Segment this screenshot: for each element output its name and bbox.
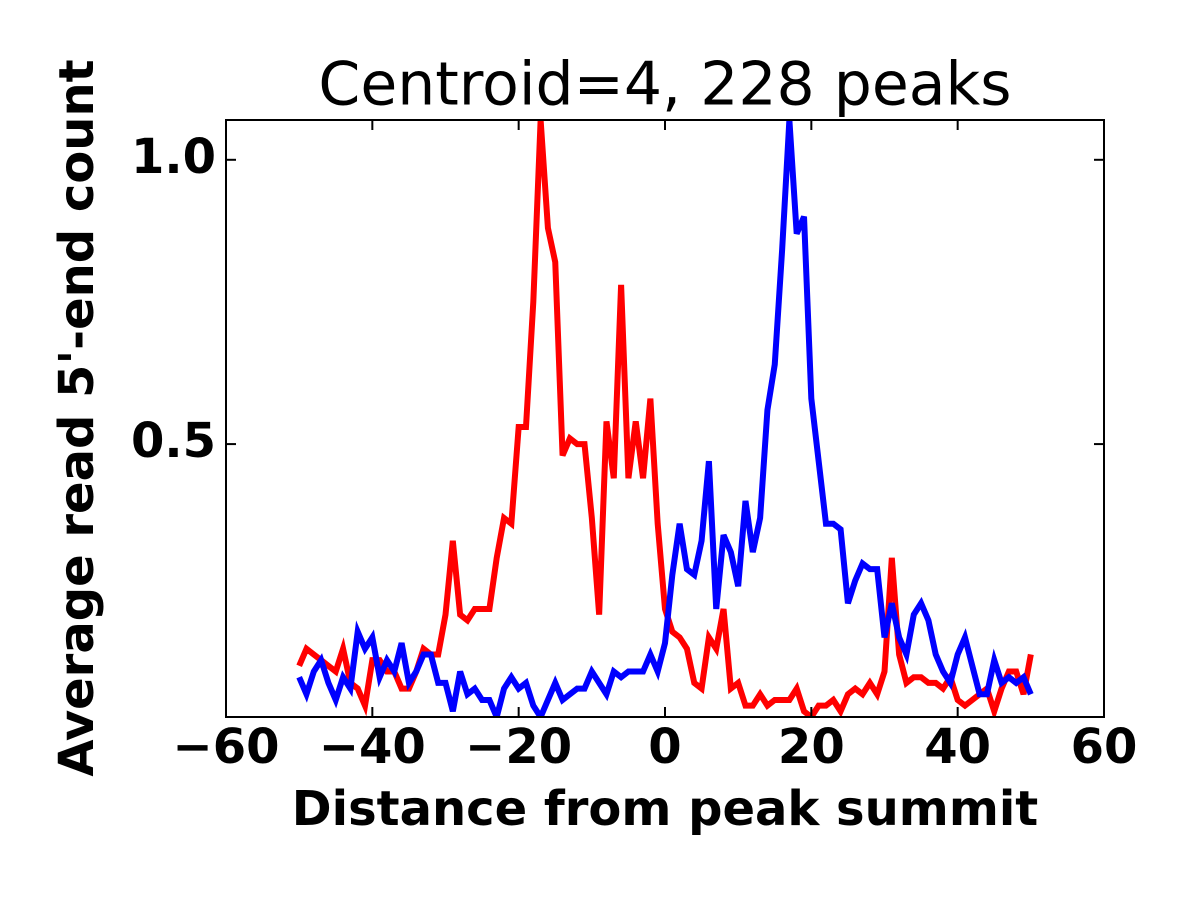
x-tick-label: 0 — [648, 719, 681, 775]
x-tick-label: −60 — [172, 719, 279, 775]
data-line — [296, 120, 1034, 717]
x-tick-label: −20 — [465, 719, 572, 775]
y-axis-label: Average read 5'-end count — [49, 59, 105, 776]
x-tick-label: 20 — [778, 719, 845, 775]
x-tick-label: 60 — [1071, 719, 1138, 775]
chart-title: Centroid=4, 228 peaks — [318, 50, 1011, 120]
x-tick-label: −40 — [319, 719, 426, 775]
y-tick-label: 0.5 — [131, 413, 216, 469]
plot-lines — [296, 120, 1034, 717]
x-tick-label: 40 — [924, 719, 991, 775]
x-axis-label: Distance from peak summit — [292, 781, 1038, 837]
y-tick-label: 1.0 — [131, 129, 216, 185]
